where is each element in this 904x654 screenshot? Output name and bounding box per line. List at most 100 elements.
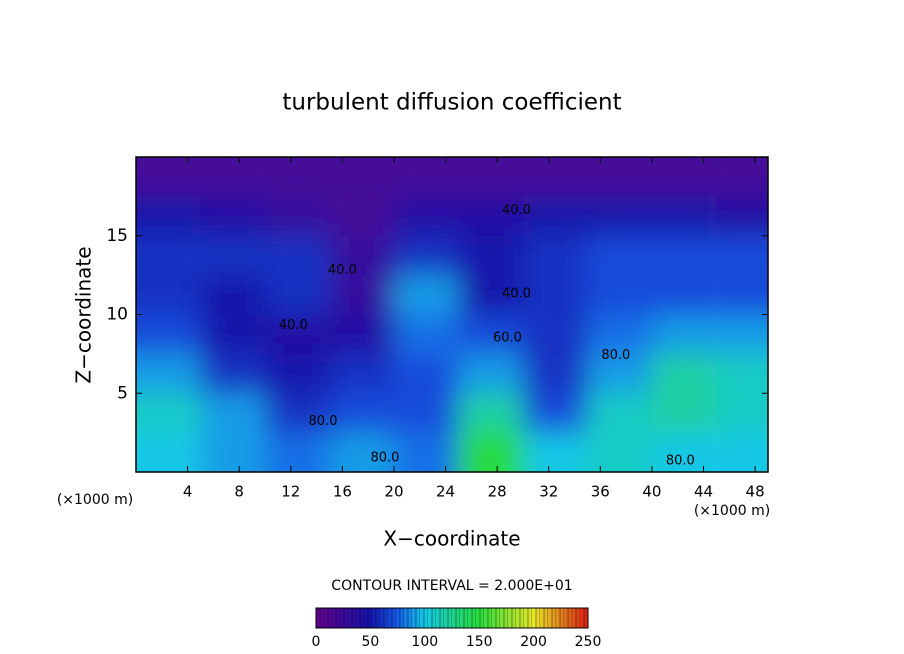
field-cell [522, 393, 588, 433]
field-cell [200, 353, 265, 394]
field-cell [136, 393, 201, 433]
field-cell [587, 235, 652, 276]
field-cells [136, 157, 768, 472]
colorbar-swatch [335, 607, 341, 629]
contour-label: 40.0 [279, 318, 308, 333]
colorbar-tick-label: 0 [312, 634, 321, 650]
colorbar-swatch [332, 608, 336, 628]
colorbar-swatch [407, 607, 413, 629]
field-cell [458, 393, 523, 433]
colorbar-swatch [431, 607, 437, 629]
field-cell [651, 275, 717, 315]
x-tick-label: 48 [746, 483, 765, 501]
colorbar-swatch [548, 608, 552, 628]
x-tick-label: 28 [488, 483, 507, 501]
field-cell [716, 157, 768, 197]
colorbar-swatch [527, 607, 533, 629]
field-cell [393, 196, 459, 236]
colorbar-swatch [460, 608, 464, 628]
y-tick-label: 15 [106, 226, 128, 246]
colorbar-swatch [340, 608, 344, 628]
x-tick-label: 8 [234, 483, 244, 501]
y-tick-label: 10 [106, 305, 128, 325]
field-cell [393, 353, 459, 394]
colorbar-swatch [372, 608, 376, 628]
x-unit-left: (×1000 m) [57, 492, 133, 508]
field-cell [522, 157, 588, 197]
colorbar-swatch [575, 607, 581, 629]
colorbar-swatch [479, 607, 485, 629]
field-cell [329, 393, 394, 433]
field-cell [136, 157, 201, 197]
field-cell [264, 275, 330, 315]
field-cell [200, 393, 265, 433]
field-cell [200, 196, 265, 236]
field-cell [264, 157, 330, 197]
field-cell [200, 314, 265, 354]
field-cell [587, 353, 652, 394]
contour-label: 80.0 [666, 453, 695, 468]
colorbar-swatch [391, 607, 397, 629]
colorbar-swatch [356, 608, 360, 628]
field-cell [522, 353, 588, 394]
field-cell [522, 275, 588, 315]
colorbar-swatch [567, 607, 573, 629]
field-cell [587, 432, 652, 472]
field-cell [651, 235, 717, 276]
field-cell [200, 432, 265, 472]
field-cell [458, 157, 523, 197]
field-cell [393, 157, 459, 197]
field-cell [716, 235, 768, 276]
colorbar-swatch [436, 608, 440, 628]
x-tick-label: 24 [436, 483, 455, 501]
x-axis-label: X−coordinate [383, 527, 520, 551]
field-cell [200, 157, 265, 197]
field-cell [458, 235, 523, 276]
field-cell [264, 432, 330, 472]
field-cell [136, 432, 201, 472]
colorbar-tick-label: 200 [520, 634, 547, 650]
contour-label: 80.0 [309, 414, 338, 429]
field-cell [264, 235, 330, 276]
colorbar-swatch [428, 608, 432, 628]
colorbar-swatch [452, 608, 456, 628]
colorbar-swatch [492, 608, 496, 628]
field-cell [329, 196, 394, 236]
colorbar-swatch [532, 608, 536, 628]
colorbar-swatch [471, 607, 477, 629]
colorbar-swatch [543, 607, 549, 629]
colorbar-swatch [540, 608, 544, 628]
field-cell [264, 196, 330, 236]
colorbar-swatch [351, 607, 357, 629]
field-cell [522, 432, 588, 472]
field-cell [329, 157, 394, 197]
field-cell [136, 353, 201, 394]
field-cell [458, 353, 523, 394]
field-cell [136, 314, 201, 354]
field [136, 157, 768, 472]
field-cell [651, 196, 717, 236]
colorbar-swatch [500, 608, 504, 628]
colorbar-swatch [583, 607, 589, 629]
colorbar-swatch [327, 607, 333, 629]
contour-label: 40.0 [328, 263, 357, 278]
colorbar-swatch [516, 608, 520, 628]
field-cell [651, 314, 717, 354]
contour-interval: CONTOUR INTERVAL = 2.000E+01 [331, 578, 572, 594]
colorbar-swatch [439, 607, 445, 629]
colorbar-swatch [564, 608, 568, 628]
field-cell [264, 314, 330, 354]
colorbar-swatch [388, 608, 392, 628]
field-cell [522, 314, 588, 354]
colorbar-swatch [415, 607, 421, 629]
field-cell [651, 432, 717, 472]
colorbar-swatch [364, 608, 368, 628]
colorbar-swatch [380, 608, 384, 628]
contour-label: 60.0 [493, 331, 522, 346]
colorbar-swatch [399, 607, 405, 629]
field-cell [716, 432, 768, 472]
colorbar-swatch [476, 608, 480, 628]
chart-title: turbulent diffusion coefficient [282, 90, 621, 116]
field-cell [393, 432, 459, 472]
